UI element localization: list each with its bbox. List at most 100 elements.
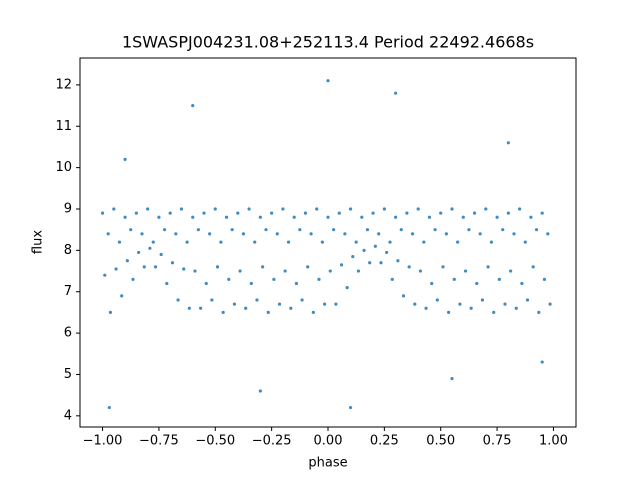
y-axis-label: flux: [31, 230, 46, 254]
data-point: [534, 228, 539, 232]
data-point: [151, 240, 155, 244]
data-point: [238, 269, 242, 273]
data-point: [298, 228, 302, 232]
data-point: [224, 215, 229, 219]
data-point: [281, 207, 285, 211]
data-point: [129, 228, 133, 232]
data-point: [182, 267, 186, 271]
data-point: [146, 207, 150, 211]
data-point: [506, 211, 510, 215]
data-point: [215, 265, 220, 269]
data-point: [170, 261, 175, 265]
data-point: [458, 302, 462, 306]
data-point: [204, 281, 208, 286]
data-point: [368, 261, 372, 265]
data-point: [317, 277, 321, 281]
data-point: [514, 306, 518, 310]
data-point: [401, 294, 406, 298]
data-point: [193, 269, 197, 273]
data-point: [255, 298, 259, 302]
data-point: [286, 240, 291, 244]
data-point: [221, 310, 225, 315]
data-point: [306, 265, 310, 269]
data-point: [258, 215, 262, 219]
data-point: [241, 232, 246, 236]
x-tick-label: 1.00: [539, 434, 568, 449]
data-point: [444, 232, 448, 236]
data-point: [501, 228, 505, 232]
data-point: [114, 267, 118, 271]
data-point: [210, 298, 214, 302]
data-point: [191, 215, 195, 219]
data-point: [365, 228, 370, 232]
data-point: [134, 211, 138, 215]
y-tick-label: 12: [55, 77, 72, 92]
data-point: [153, 265, 158, 269]
data-point: [162, 228, 167, 232]
data-point: [435, 298, 439, 302]
data-point: [390, 277, 394, 281]
data-point: [360, 215, 364, 219]
data-point: [107, 405, 111, 410]
data-point: [323, 302, 327, 306]
data-point: [371, 211, 375, 215]
data-point: [489, 240, 494, 244]
data-point: [399, 228, 403, 232]
data-point: [199, 306, 203, 310]
data-point: [394, 215, 398, 219]
data-point: [165, 281, 169, 286]
y-tick-label: 7: [64, 284, 72, 299]
y-tick-label: 5: [64, 367, 72, 382]
data-point: [542, 277, 547, 281]
data-point: [106, 232, 110, 236]
data-point: [326, 215, 330, 219]
x-tick-label: 0.50: [426, 434, 455, 449]
data-point: [202, 211, 206, 215]
data-point: [492, 310, 496, 315]
data-point: [137, 250, 141, 255]
data-point: [174, 232, 178, 236]
data-point: [484, 207, 488, 211]
data-point: [140, 232, 144, 236]
data-point: [416, 207, 420, 211]
data-point: [418, 269, 423, 273]
data-point: [277, 302, 282, 306]
data-point: [176, 298, 180, 302]
data-point: [123, 215, 127, 219]
data-point: [472, 211, 477, 215]
data-point: [236, 211, 240, 215]
data-point: [219, 240, 223, 244]
data-point: [125, 259, 129, 263]
data-point: [497, 277, 501, 281]
data-point: [292, 215, 296, 219]
data-point: [345, 285, 349, 290]
data-point: [266, 310, 270, 315]
data-point: [261, 265, 265, 269]
data-point: [461, 215, 465, 219]
data-point: [447, 310, 451, 315]
data-point: [424, 306, 428, 310]
data-point: [427, 215, 432, 219]
data-point: [337, 211, 341, 215]
y-tick-label: 6: [64, 326, 72, 341]
data-point: [348, 207, 353, 211]
data-point: [430, 281, 434, 286]
data-point: [258, 389, 262, 393]
data-point: [100, 211, 105, 215]
data-point: [463, 269, 468, 273]
data-point: [480, 298, 485, 302]
data-point: [159, 252, 163, 257]
data-point: [531, 265, 535, 269]
data-point: [475, 281, 479, 286]
data-point: [520, 281, 524, 286]
data-point: [396, 259, 400, 263]
data-point: [157, 215, 161, 219]
data-point: [249, 281, 253, 286]
data-point: [529, 215, 533, 219]
x-tick-label: −1.00: [83, 434, 123, 449]
data-point: [187, 306, 191, 310]
data-point: [410, 232, 415, 236]
data-point: [373, 244, 377, 248]
data-point: [264, 228, 268, 232]
